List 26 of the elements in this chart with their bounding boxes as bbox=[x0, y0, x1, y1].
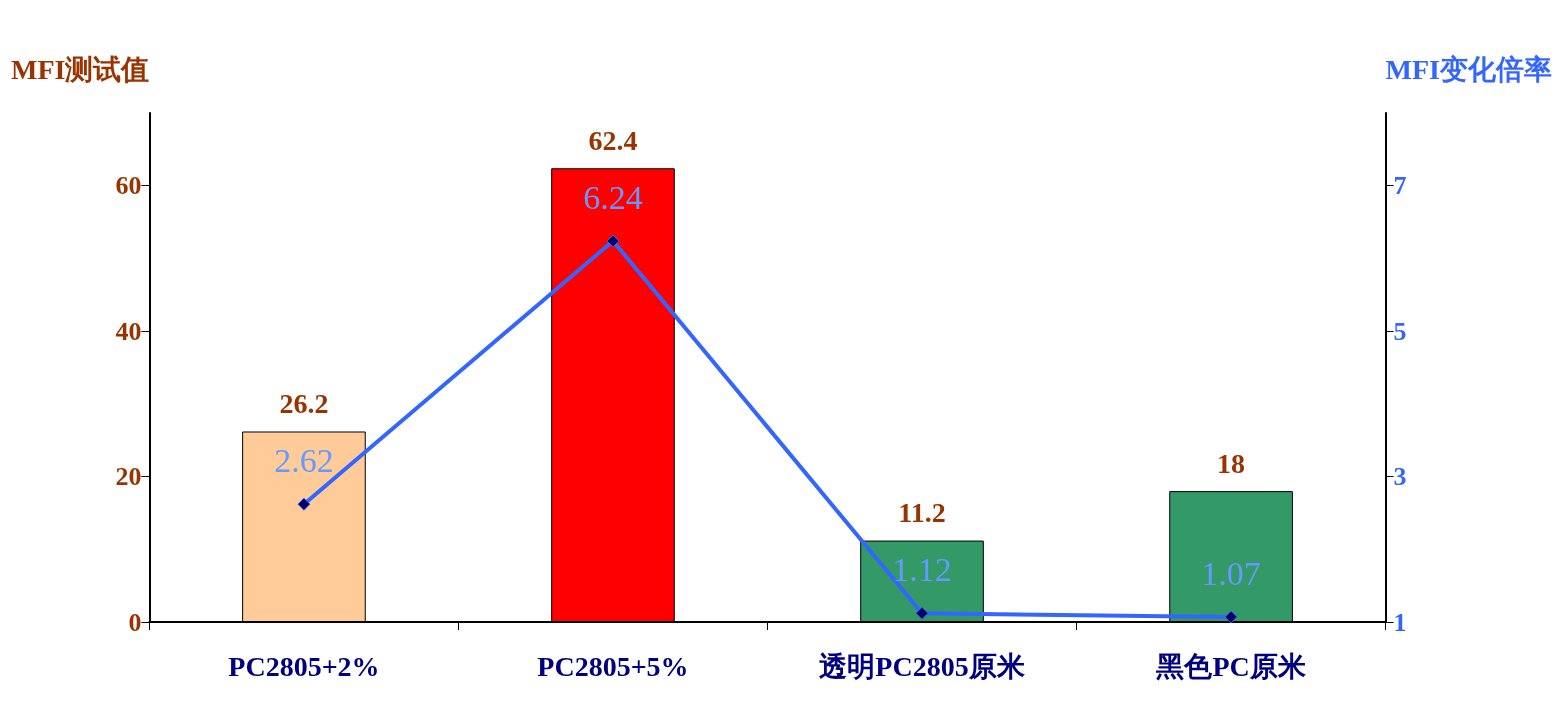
y2-tick-label: 7 bbox=[1393, 171, 1407, 201]
y-axis-title: MFI测试值 bbox=[10, 53, 150, 85]
data-label: 6.24 bbox=[583, 178, 643, 216]
data-label: 26.2 bbox=[279, 387, 329, 419]
point bbox=[1224, 610, 1238, 624]
y2-tick-label: 5 bbox=[1393, 316, 1407, 346]
data-label: 1.07 bbox=[1201, 554, 1261, 592]
x-tick-label: PC2805+2% bbox=[228, 650, 380, 682]
y-tick-label: 60 bbox=[115, 171, 142, 201]
data-label: 62.4 bbox=[588, 124, 638, 156]
data-label: 2.62 bbox=[274, 442, 334, 480]
point bbox=[915, 606, 929, 620]
y2-axis-title: MFI变化倍率 bbox=[1385, 53, 1553, 85]
x-tick-label: 黑色PC原米 bbox=[1155, 650, 1306, 682]
x-tick-label: 透明PC2805原米 bbox=[819, 650, 1025, 682]
data-label: 11.2 bbox=[898, 497, 946, 529]
data-label: 18 bbox=[1217, 447, 1246, 479]
point bbox=[297, 497, 311, 511]
y-tick-label: 20 bbox=[115, 462, 142, 492]
y-tick-label: 40 bbox=[115, 316, 142, 346]
y-tick-label: 0 bbox=[128, 607, 142, 637]
y2-tick-label: 3 bbox=[1393, 462, 1407, 492]
x-tick-label: PC2805+5% bbox=[537, 650, 689, 682]
point bbox=[606, 234, 620, 248]
y2-tick-label: 1 bbox=[1393, 607, 1407, 637]
data-label: 1.12 bbox=[892, 551, 952, 589]
